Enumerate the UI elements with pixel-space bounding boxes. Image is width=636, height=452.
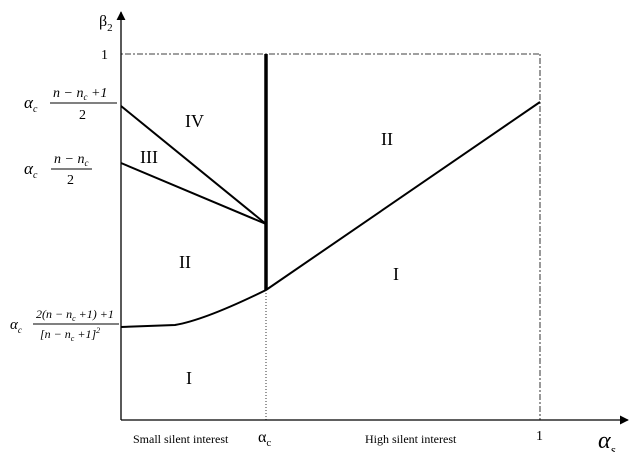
boundary-middle-left (120, 162, 267, 225)
svg-text:[n − nc +1]2: [n − nc +1]2 (40, 326, 100, 343)
region-i-left: I (186, 368, 192, 388)
svg-text:2: 2 (67, 173, 74, 188)
boundary-lower-curve (120, 289, 267, 328)
y-formula-3: αc 2(n − nc +1) +1 [n − nc +1]2 (10, 307, 119, 343)
x-axis-label: αs (598, 428, 616, 452)
svg-text:n − nc: n − nc (54, 152, 88, 168)
y-axis-label: β2 (99, 13, 113, 34)
svg-text:αc: αc (24, 93, 38, 115)
svg-text:αc: αc (24, 159, 38, 181)
region-ii-left: II (179, 252, 191, 272)
region-iii-left: III (140, 147, 158, 167)
svg-text:2: 2 (79, 108, 86, 123)
region-i-right: I (393, 264, 399, 284)
y-formula-1: αc n − nc +1 2 (24, 86, 117, 123)
svg-text:n − nc +1: n − nc +1 (53, 86, 107, 102)
x-tick-one: 1 (536, 429, 543, 444)
y-formula-2: αc n − nc 2 (24, 152, 92, 188)
region-iv: IV (185, 111, 204, 131)
y-tick-one: 1 (101, 48, 108, 63)
label-high-silent-interest: High silent interest (365, 432, 457, 446)
svg-text:αc: αc (10, 317, 22, 335)
boundary-upper-left (120, 105, 267, 225)
region-ii-right: II (381, 129, 393, 149)
svg-text:2(n − nc +1) +1: 2(n − nc +1) +1 (36, 307, 114, 323)
boundary-diagonal-right (265, 101, 541, 291)
x-tick-alpha-c: αc (258, 429, 271, 449)
label-small-silent-interest: Small silent interest (133, 432, 229, 446)
